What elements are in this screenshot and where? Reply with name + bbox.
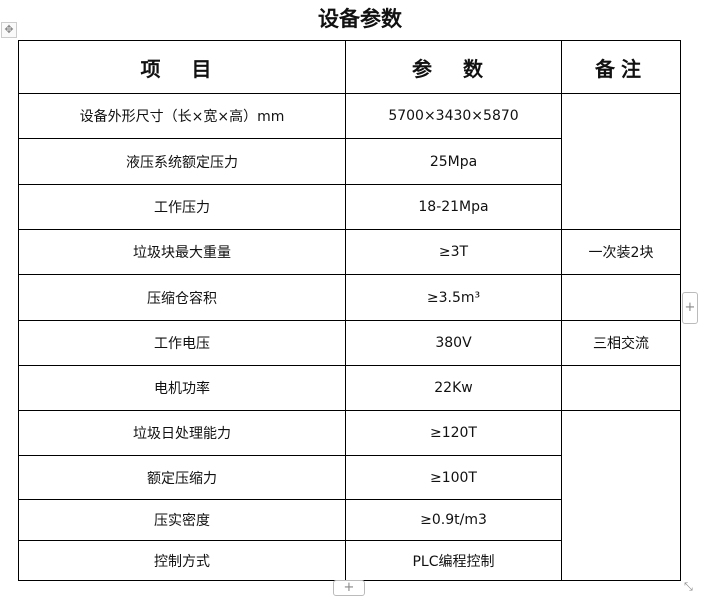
note-cell: 三相交流 [561, 320, 681, 366]
table-row: 设备外形尺寸（长×宽×高）mm 5700×3430×5870 [18, 93, 681, 230]
param-cell: ≥100T [345, 455, 562, 500]
item-cell: 工作压力 [18, 184, 346, 230]
header-note: 备注 [561, 40, 681, 94]
table-move-handle-icon[interactable]: ✥ [1, 22, 17, 38]
param-cell: PLC编程控制 [345, 540, 562, 581]
table-row: 工作电压 380V 三相交流 [18, 320, 681, 366]
table-row: 控制方式 PLC编程控制 [18, 540, 681, 581]
table-row: 压缩仓容积 ≥3.5m³ [18, 274, 681, 321]
note-cell [561, 93, 681, 230]
table-row: 额定压缩力 ≥100T [18, 455, 681, 500]
note-cell [561, 365, 681, 411]
table-row: 垃圾块最大重量 ≥3T 一次装2块 [18, 229, 681, 275]
item-cell: 设备外形尺寸（长×宽×高）mm [18, 93, 346, 139]
table-row: 液压系统额定压力 25Mpa [18, 138, 681, 185]
table-row: 垃圾日处理能力 ≥120T [18, 410, 681, 581]
param-cell: 22Kw [345, 365, 562, 411]
item-cell: 工作电压 [18, 320, 346, 366]
item-cell: 液压系统额定压力 [18, 138, 346, 185]
item-cell: 控制方式 [18, 540, 346, 581]
param-cell: ≥120T [345, 410, 562, 456]
table-row: 电机功率 22Kw [18, 365, 681, 411]
param-cell: 5700×3430×5870 [345, 93, 562, 139]
param-cell: ≥3T [345, 229, 562, 275]
table-header-row: 项 目 参 数 备注 [18, 40, 681, 94]
param-cell: 18-21Mpa [345, 184, 562, 230]
table-resize-handle-icon[interactable]: ⤡ [684, 580, 693, 593]
item-cell: 额定压缩力 [18, 455, 346, 500]
item-cell: 垃圾日处理能力 [18, 410, 346, 456]
item-cell: 压实密度 [18, 499, 346, 541]
param-cell: 25Mpa [345, 138, 562, 185]
note-cell [561, 410, 681, 581]
parameter-table: 项 目 参 数 备注 设备外形尺寸（长×宽×高）mm 5700×3430×5870… [18, 40, 681, 581]
note-cell: 一次装2块 [561, 229, 681, 275]
item-cell: 垃圾块最大重量 [18, 229, 346, 275]
header-item: 项 目 [18, 40, 346, 94]
param-cell: 380V [345, 320, 562, 366]
item-cell: 电机功率 [18, 365, 346, 411]
item-cell: 压缩仓容积 [18, 274, 346, 321]
table-row: 压实密度 ≥0.9t/m3 [18, 499, 681, 541]
add-column-button[interactable]: + [682, 292, 698, 324]
param-cell: ≥3.5m³ [345, 274, 562, 321]
page-title: 设备参数 [318, 7, 402, 31]
table-row: 工作压力 18-21Mpa [18, 184, 681, 230]
header-param: 参 数 [345, 40, 562, 94]
param-cell: ≥0.9t/m3 [345, 499, 562, 541]
note-cell [561, 274, 681, 321]
